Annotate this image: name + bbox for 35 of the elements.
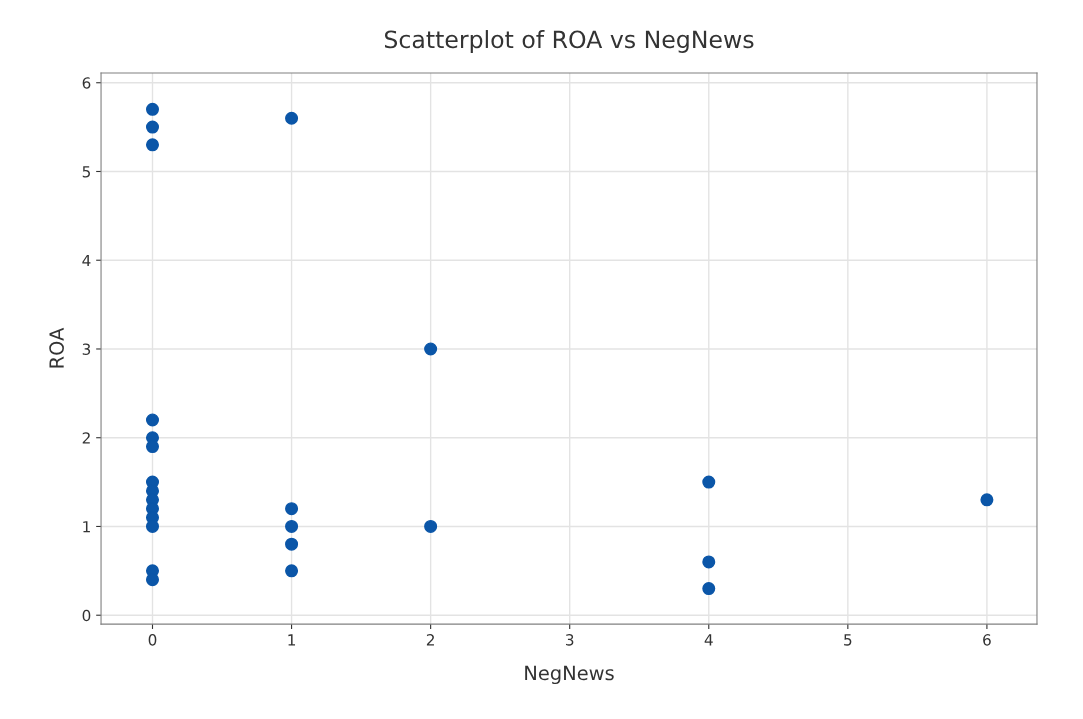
point <box>145 413 160 427</box>
y-tick-label: 0 <box>82 609 91 622</box>
point <box>285 537 299 551</box>
chart-title: Scatterplot of ROA vs NegNews <box>384 30 754 53</box>
x-tick-label: 5 <box>844 634 852 646</box>
point <box>285 519 299 533</box>
x-axis-title: NegNews <box>525 665 614 685</box>
y-tick-label: 1 <box>83 521 90 533</box>
point <box>285 502 299 516</box>
y-axis-title: ROA <box>49 327 64 368</box>
point <box>424 342 438 356</box>
y-tick-label: 4 <box>82 254 91 267</box>
point <box>145 440 160 454</box>
y-tick-label: 3 <box>82 343 91 355</box>
y-tick-label: 5 <box>82 166 90 178</box>
x-tick-label: 2 <box>426 634 434 646</box>
x-tick-label: 1 <box>288 634 296 646</box>
point <box>424 519 438 533</box>
x-tick-label: 4 <box>704 634 713 646</box>
point <box>285 111 299 125</box>
point <box>145 573 160 587</box>
y-tick-label: 2 <box>82 432 90 444</box>
x-tick-label: 0 <box>148 634 157 646</box>
point <box>145 102 160 116</box>
x-tick-label: 3 <box>566 634 574 646</box>
point <box>702 475 716 489</box>
point <box>702 555 716 569</box>
point <box>980 493 994 507</box>
point <box>145 138 160 152</box>
x-tick-label: 6 <box>983 634 991 646</box>
point <box>145 519 160 533</box>
y-tick-label: 6 <box>82 77 91 89</box>
point <box>145 120 160 134</box>
point <box>702 582 716 596</box>
point <box>285 564 299 578</box>
